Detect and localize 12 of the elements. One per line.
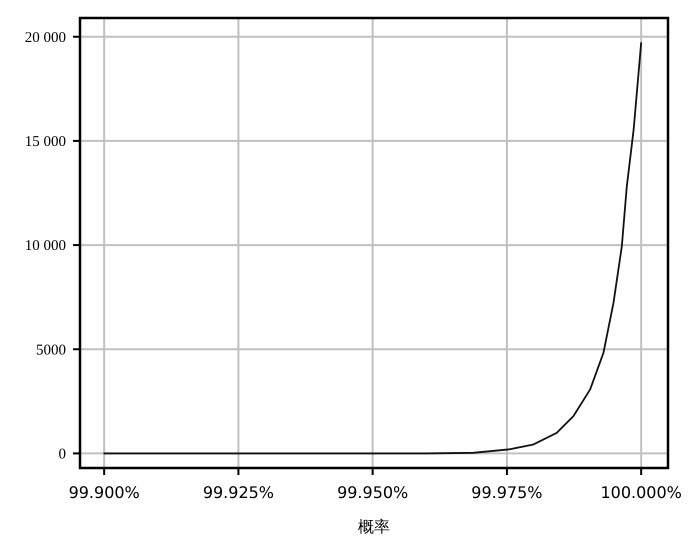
- x-tick-label: 99.900%: [68, 483, 140, 502]
- x-tick-label: 99.950%: [337, 483, 408, 502]
- y-tick-label: 20 000: [24, 30, 66, 46]
- line-series: [103, 42, 642, 454]
- y-tick-label: 0: [58, 446, 66, 462]
- x-tick-label: 99.925%: [202, 483, 274, 502]
- y-tick-label: 10 000: [24, 238, 66, 254]
- y-tick-label: 15 000: [24, 134, 66, 150]
- y-tick-label: 5000: [36, 342, 66, 358]
- x-tick-label: 99.975%: [471, 483, 542, 502]
- x-tick-label: 100.000%: [600, 483, 682, 502]
- x-axis-title: 概率: [358, 518, 390, 536]
